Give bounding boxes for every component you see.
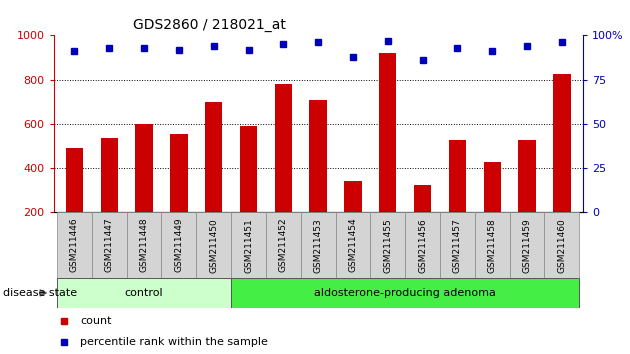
Bar bbox=[205, 102, 222, 212]
Bar bbox=[161, 212, 197, 278]
Text: GSM211451: GSM211451 bbox=[244, 218, 253, 273]
Bar bbox=[135, 124, 153, 212]
Bar bbox=[57, 278, 231, 308]
Text: GSM211460: GSM211460 bbox=[558, 218, 566, 273]
Bar bbox=[66, 148, 83, 212]
Bar bbox=[127, 212, 161, 278]
Bar bbox=[414, 185, 432, 212]
Bar bbox=[240, 126, 257, 212]
Bar bbox=[275, 84, 292, 212]
Bar bbox=[510, 212, 544, 278]
Text: percentile rank within the sample: percentile rank within the sample bbox=[80, 337, 268, 348]
Bar bbox=[92, 212, 127, 278]
Bar bbox=[170, 134, 188, 212]
Text: GSM211454: GSM211454 bbox=[348, 218, 357, 273]
Text: aldosterone-producing adenoma: aldosterone-producing adenoma bbox=[314, 288, 496, 298]
Text: GSM211455: GSM211455 bbox=[383, 218, 392, 273]
Text: GSM211449: GSM211449 bbox=[175, 218, 183, 273]
Bar bbox=[101, 138, 118, 212]
Bar bbox=[336, 212, 370, 278]
Bar bbox=[309, 99, 327, 212]
Bar bbox=[231, 212, 266, 278]
Bar bbox=[475, 212, 510, 278]
Text: GSM211456: GSM211456 bbox=[418, 218, 427, 273]
Bar bbox=[370, 212, 405, 278]
Text: count: count bbox=[80, 316, 112, 326]
Bar bbox=[266, 212, 301, 278]
Text: GSM211458: GSM211458 bbox=[488, 218, 496, 273]
Text: disease state: disease state bbox=[3, 288, 77, 298]
Text: GSM211446: GSM211446 bbox=[70, 218, 79, 273]
Bar bbox=[484, 161, 501, 212]
Text: GSM211447: GSM211447 bbox=[105, 218, 114, 273]
Bar bbox=[231, 278, 579, 308]
Bar bbox=[449, 141, 466, 212]
Text: GSM211459: GSM211459 bbox=[522, 218, 532, 273]
Bar bbox=[57, 212, 92, 278]
Text: GSM211450: GSM211450 bbox=[209, 218, 218, 273]
Bar bbox=[197, 212, 231, 278]
Text: GSM211457: GSM211457 bbox=[453, 218, 462, 273]
Bar bbox=[553, 74, 571, 212]
Text: GSM211448: GSM211448 bbox=[140, 218, 149, 273]
Text: control: control bbox=[125, 288, 163, 298]
Bar bbox=[544, 212, 579, 278]
Bar bbox=[405, 212, 440, 278]
Text: GSM211453: GSM211453 bbox=[314, 218, 323, 273]
Text: GDS2860 / 218021_at: GDS2860 / 218021_at bbox=[133, 18, 286, 32]
Bar bbox=[518, 141, 536, 212]
Bar bbox=[379, 53, 396, 212]
Bar bbox=[344, 181, 362, 212]
Bar bbox=[301, 212, 336, 278]
Bar bbox=[440, 212, 475, 278]
Text: GSM211452: GSM211452 bbox=[279, 218, 288, 273]
